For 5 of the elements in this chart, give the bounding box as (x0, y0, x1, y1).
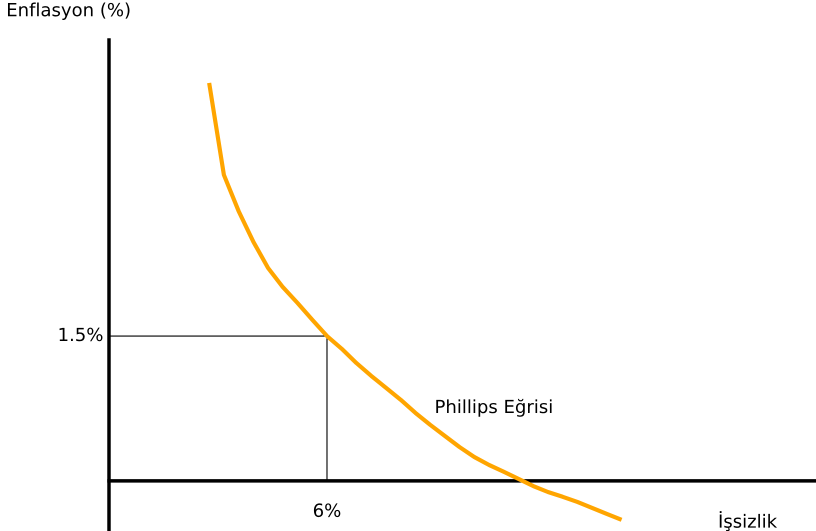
text: Enflasyon (%) (8, 2, 130, 20)
text: İşsizlik (720, 511, 778, 531)
series-label: Phillips Eğrisi (436, 398, 552, 417)
annotation: 6% (314, 503, 340, 518)
text: 1.5% (60, 328, 102, 342)
